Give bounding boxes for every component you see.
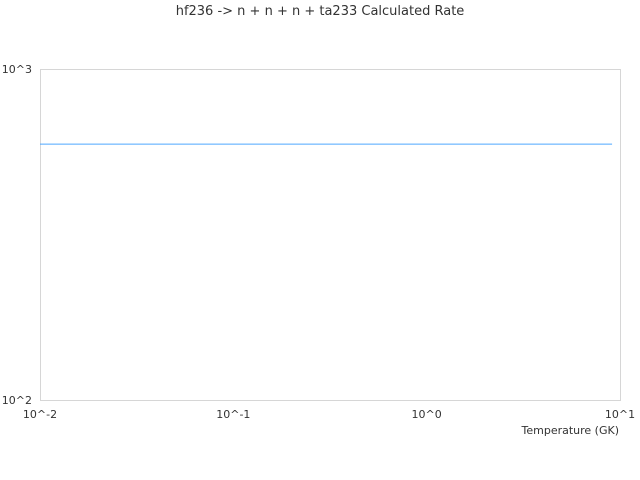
y-tick-label: 10^3 <box>2 63 32 76</box>
x-tick-label: 10^-1 <box>216 408 250 421</box>
plot-area <box>40 69 621 401</box>
chart-title: hf236 -> n + n + n + ta233 Calculated Ra… <box>175 4 465 19</box>
y-tick-label: 10^2 <box>2 394 32 407</box>
x-tick-label: 10^-2 <box>23 408 57 421</box>
x-axis-label: Temperature (GK) <box>521 424 620 437</box>
x-tick-label: 10^0 <box>412 408 442 421</box>
x-tick-label: 10^1 <box>605 408 635 421</box>
